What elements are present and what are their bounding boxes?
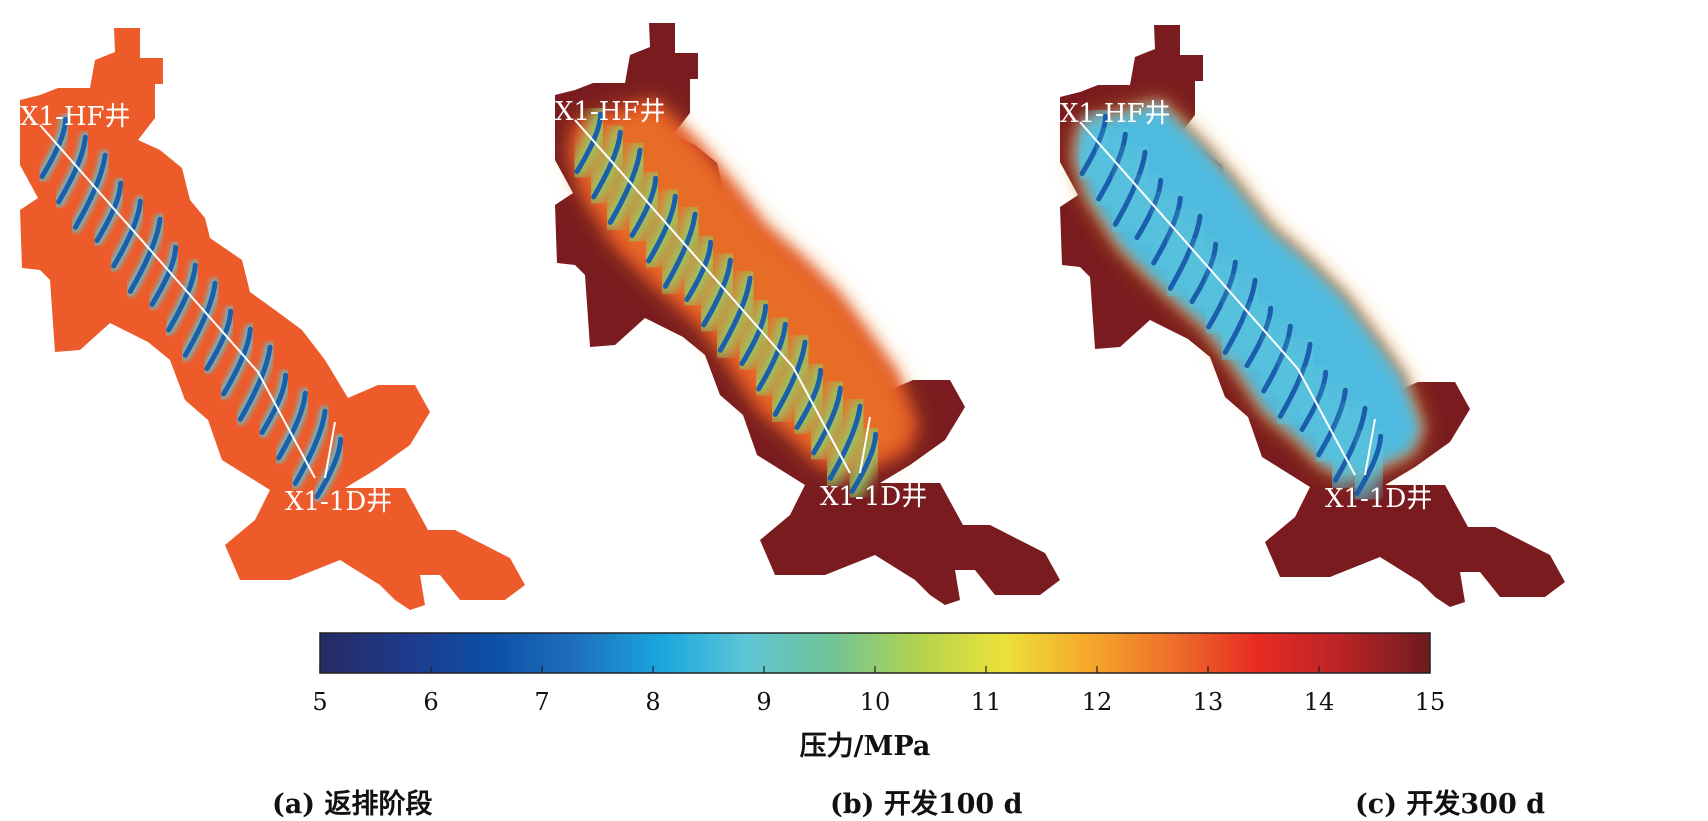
fracture — [1316, 387, 1348, 458]
fracture — [607, 147, 643, 225]
well-label-x1-1d: X1-1D井 — [285, 487, 392, 517]
x1-1d-well-trajectory — [324, 421, 336, 479]
colorbar-tick-label: 6 — [423, 688, 438, 716]
well-label-x1-hf: X1-HF井 — [20, 102, 131, 132]
colorbar-tick-label: 15 — [1415, 688, 1446, 716]
fracture — [827, 403, 863, 481]
colorbar-tick-label: 8 — [645, 688, 660, 716]
colorbar-tick-label: 12 — [1082, 688, 1113, 716]
fracture — [1112, 149, 1148, 227]
well-label-x1-hf: X1-HF井 — [555, 97, 666, 127]
x1-hf-well-trajectory — [1079, 121, 1356, 476]
fracture — [629, 175, 659, 239]
panel-c-caption: (c) 开发300 d — [1355, 789, 1546, 820]
panel-b-caption: (b) 开发100 d — [830, 789, 1023, 820]
colorbar-tick-label: 13 — [1193, 688, 1224, 716]
colorbar-tick-label: 14 — [1304, 688, 1335, 716]
fracture — [1261, 323, 1293, 394]
fracture — [314, 436, 344, 500]
colorbar-tick-label: 9 — [756, 688, 771, 716]
fracture — [1332, 405, 1368, 483]
colorbar-label: 压力/MPa — [800, 731, 931, 762]
panel-a-map: X1-HF井 X1-1D井 — [20, 28, 525, 610]
panel-b-map: X1-HF井 X1-1D井 — [555, 23, 1060, 605]
colorbar-tick-label: 11 — [971, 688, 1002, 716]
colorbar-tick-label: 7 — [534, 688, 549, 716]
fracture — [794, 367, 824, 431]
fracture — [574, 111, 604, 175]
fracture — [717, 275, 753, 353]
colorbar-tick-label: 10 — [860, 688, 891, 716]
x1-hf-well-trajectory — [574, 119, 851, 474]
panel-a-caption: (a) 返排阶段 — [272, 789, 433, 820]
fracture — [1134, 177, 1164, 241]
well-label-x1-hf: X1-HF井 — [1060, 99, 1171, 129]
fracture — [39, 116, 69, 180]
x1-1d-well-trajectory — [1364, 418, 1376, 476]
x1-hf-well-trajectory — [39, 124, 316, 479]
fracture — [182, 280, 218, 358]
well-label-x1-1d: X1-1D井 — [1325, 484, 1432, 514]
reservoir-region — [20, 28, 525, 610]
fracture — [591, 129, 623, 200]
panel-c-map: X1-HF井 X1-1D井 — [1060, 25, 1565, 607]
fracture — [276, 390, 308, 461]
fracture — [811, 385, 843, 456]
colorbar-ticks: 5 6 7 8 9 10 11 12 13 14 15 — [312, 666, 1445, 716]
fracture — [849, 431, 879, 495]
well-label-x1-1d: X1-1D井 — [820, 482, 927, 512]
fracture — [1096, 131, 1128, 202]
colorbar: 5 6 7 8 9 10 11 12 13 14 15 压力/MPa — [312, 632, 1445, 762]
fracture — [292, 408, 328, 486]
fracture — [56, 134, 88, 205]
fracture — [1299, 369, 1329, 433]
fracture — [259, 372, 289, 436]
fracture — [72, 152, 108, 230]
fracture — [1354, 433, 1384, 497]
fracture — [94, 180, 124, 244]
fracture — [1079, 113, 1109, 177]
fracture — [1222, 277, 1258, 355]
fracture — [221, 326, 253, 397]
x1-1d-well-trajectory — [859, 416, 871, 474]
fracture — [756, 321, 788, 392]
colorbar-tick-label: 5 — [312, 688, 327, 716]
